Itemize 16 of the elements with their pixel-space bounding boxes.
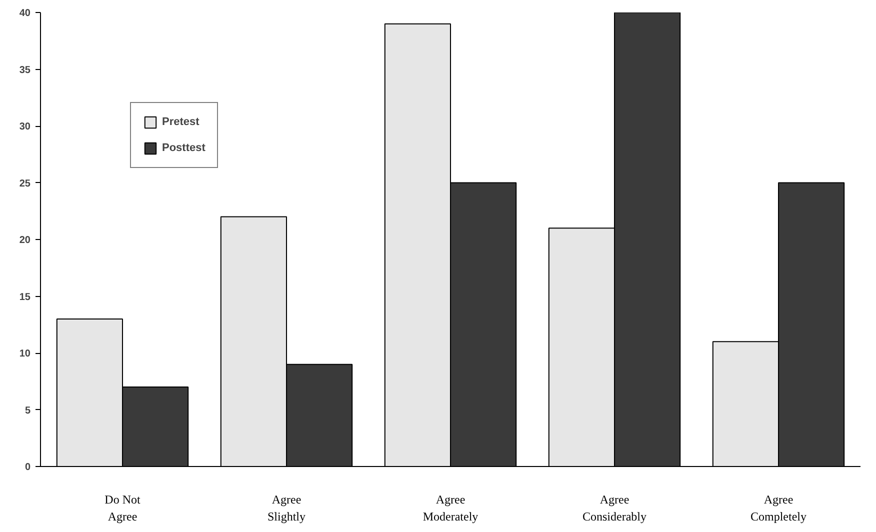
- y-tick-label: 40: [19, 8, 31, 19]
- legend-label: Pretest: [162, 116, 200, 128]
- y-tick-label: 20: [19, 235, 31, 246]
- y-tick-label: 5: [24, 405, 31, 416]
- y-tick-label: 15: [19, 292, 31, 303]
- y-tick-label: 0: [24, 462, 31, 473]
- y-tick-label: 25: [19, 178, 31, 190]
- legend-label: Posttest: [162, 142, 206, 154]
- x-tick-label: Agree Completely: [750, 492, 807, 524]
- y-tick-label: 35: [19, 64, 31, 76]
- x-tick-label: Agree Slightly: [267, 492, 306, 524]
- y-tick-label: 30: [19, 122, 31, 132]
- x-tick-label: Do Not Agree: [104, 492, 141, 524]
- x-tick-label: Agree Considerably: [582, 492, 647, 524]
- y-tick-label: 10: [19, 348, 31, 360]
- x-tick-label: Agree Moderately: [422, 492, 478, 524]
